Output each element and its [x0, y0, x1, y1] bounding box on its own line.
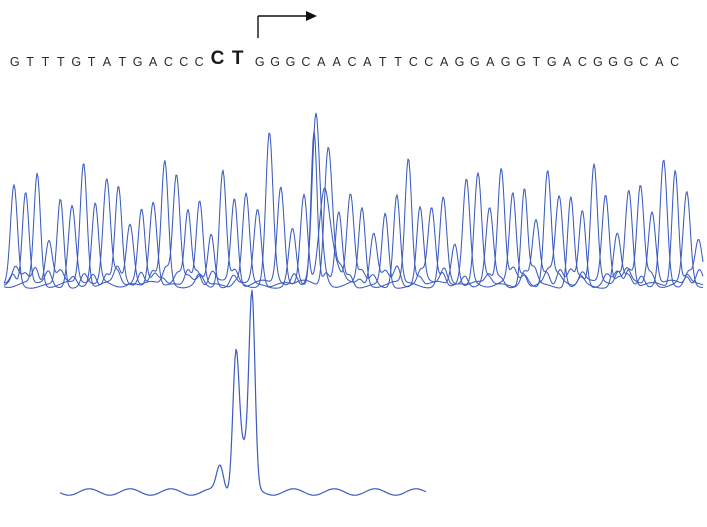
sequence-base: G	[285, 55, 296, 69]
sequence-base: C	[163, 55, 173, 69]
sequence-base: T	[378, 55, 387, 69]
sequence-base: A	[486, 55, 495, 69]
arrow-head-icon	[306, 11, 317, 21]
sequence-base: C	[408, 55, 418, 69]
sequence-base: T	[57, 55, 65, 69]
sequence-base: G	[470, 55, 480, 69]
transcription-start-arrow	[257, 11, 317, 38]
single-peak-curve	[59, 289, 427, 496]
sequence-base: T	[394, 55, 402, 69]
sequence-base: T	[118, 55, 127, 69]
sequence-base: A	[655, 55, 664, 69]
sequence-base: C	[424, 55, 434, 69]
sequence-base: G	[608, 55, 619, 69]
sequence-base: G	[254, 55, 265, 69]
sequence-base: G	[132, 55, 143, 69]
chromatogram-trace	[4, 160, 704, 289]
chromatogram-trace	[3, 112, 703, 288]
sequence-base: A	[148, 55, 158, 69]
sequencing-chromatogram	[3, 112, 704, 289]
sequence-base: G	[516, 55, 526, 69]
sequence-base: A	[562, 55, 572, 69]
sequence-base: T	[41, 55, 50, 69]
sequence-base: A	[363, 55, 372, 69]
sequence-base: C	[670, 55, 680, 69]
sequence-base: G	[9, 55, 20, 69]
sequence-base: G	[546, 55, 557, 69]
sequence-base: C	[639, 55, 649, 69]
sequence-base: A	[440, 55, 449, 69]
single-peak-trace	[59, 289, 427, 496]
sequence-base: C	[210, 48, 225, 69]
sequence-base: C	[347, 55, 357, 69]
sequence-base: G	[623, 55, 634, 69]
sequence-base: C	[301, 55, 311, 69]
sequence-base: T	[26, 55, 34, 69]
sequence-base: G	[454, 55, 465, 69]
sequence-base: C	[577, 55, 587, 69]
sequence-base: T	[532, 55, 541, 69]
sequence-base: T	[87, 55, 96, 69]
chromatogram-trace	[3, 146, 704, 288]
chromatogram-trace	[3, 130, 704, 289]
sequence-base: G	[270, 55, 281, 69]
sequence-base: A	[102, 55, 112, 69]
sequence-base: C	[194, 55, 204, 69]
sequence-base: A	[332, 55, 341, 69]
sequence-base: G	[71, 55, 82, 69]
sequence-base: T	[231, 48, 244, 69]
sequence-base: G	[500, 55, 511, 69]
sequence-base: C	[179, 55, 189, 69]
sequence-base: A	[317, 55, 326, 69]
sequence-base: G	[592, 55, 603, 69]
